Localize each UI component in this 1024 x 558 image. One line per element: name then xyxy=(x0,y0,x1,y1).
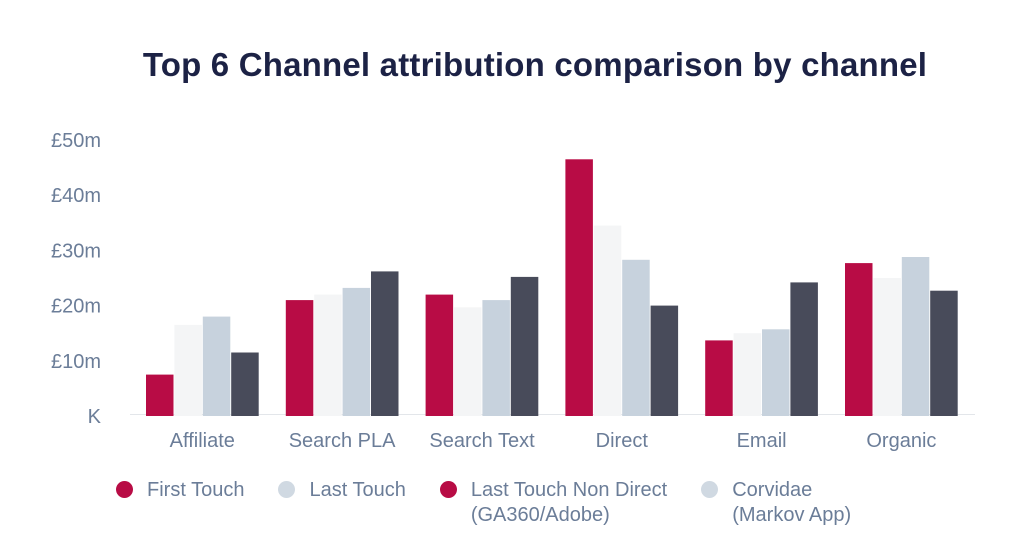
legend-label: Last Touch Non Direct (GA360/Adobe) xyxy=(470,479,668,526)
y-axis: K £10m £20m £30m £40m £50m xyxy=(51,130,102,428)
bar-organic-series-4 xyxy=(930,290,958,416)
x-tick-label: Affiliate xyxy=(170,430,235,452)
bar-direct-series-3 xyxy=(622,259,650,416)
legend-item: Corvidae (Markov App) xyxy=(701,478,851,528)
y-tick-label: £10m xyxy=(51,351,101,373)
x-tick-label: Direct xyxy=(596,430,649,452)
bar-organic-series-1 xyxy=(845,263,873,416)
bar-search-pla-series-2 xyxy=(314,294,342,416)
bar-affiliate-series-3 xyxy=(202,316,231,416)
y-tick-label: £30m xyxy=(51,240,101,262)
bar-search-pla-series-4 xyxy=(371,271,399,416)
legend-label: Corvidae (Markov App) xyxy=(732,479,852,526)
legend-item: First Touch xyxy=(116,478,244,503)
legend-dot xyxy=(701,481,719,498)
bar-email-series-1 xyxy=(705,340,733,416)
legend-item: Last Touch Non Direct (GA360/Adobe) xyxy=(439,478,668,528)
bar-chart: K £10m £20m £30m £40m £50m Affiliate Search PL… xyxy=(51,130,975,452)
bar-affiliate-series-1 xyxy=(146,374,174,416)
x-axis: Affiliate Search PLA Search Text Direct Emai… xyxy=(170,430,937,452)
legend-dot xyxy=(278,481,296,498)
bar-search-text-series-3 xyxy=(482,300,510,416)
x-tick-label: Search Text xyxy=(429,430,535,452)
bar-affiliate-series-2 xyxy=(174,324,202,416)
bar-email-series-3 xyxy=(762,329,790,416)
chart-title: Top 6 Channel attribution comparison by … xyxy=(142,46,928,83)
y-tick-label: K xyxy=(88,406,102,428)
bar-search-pla-series-3 xyxy=(342,287,371,416)
bar-search-pla-series-1 xyxy=(285,300,314,416)
bar-direct-series-1 xyxy=(565,159,593,417)
bars-group xyxy=(146,159,958,417)
legend: First Touch Last Touch Last Touch Non Dire… xyxy=(116,478,885,528)
bar-search-text-series-1 xyxy=(425,294,454,416)
y-tick-label: £40m xyxy=(51,185,101,207)
bar-direct-series-4 xyxy=(650,305,679,416)
y-tick-label: £50m xyxy=(51,130,101,152)
bar-direct-series-2 xyxy=(593,225,622,416)
x-tick-label: Search PLA xyxy=(289,430,396,452)
legend-item: Last Touch xyxy=(278,478,406,503)
bar-organic-series-3 xyxy=(901,257,930,416)
bar-search-text-series-2 xyxy=(454,307,482,416)
legend-dot xyxy=(116,481,133,498)
legend-label: Last Touch xyxy=(309,479,406,501)
bar-organic-series-2 xyxy=(873,278,901,416)
bar-search-text-series-4 xyxy=(510,276,539,416)
x-tick-label: Email xyxy=(737,430,787,452)
bar-affiliate-series-4 xyxy=(231,352,259,416)
legend-dot xyxy=(439,481,457,498)
y-tick-label: £20m xyxy=(51,296,101,318)
bar-email-series-2 xyxy=(733,333,762,416)
x-tick-label: Organic xyxy=(866,430,936,452)
legend-label: First Touch xyxy=(147,479,245,501)
bar-email-series-4 xyxy=(790,282,818,416)
